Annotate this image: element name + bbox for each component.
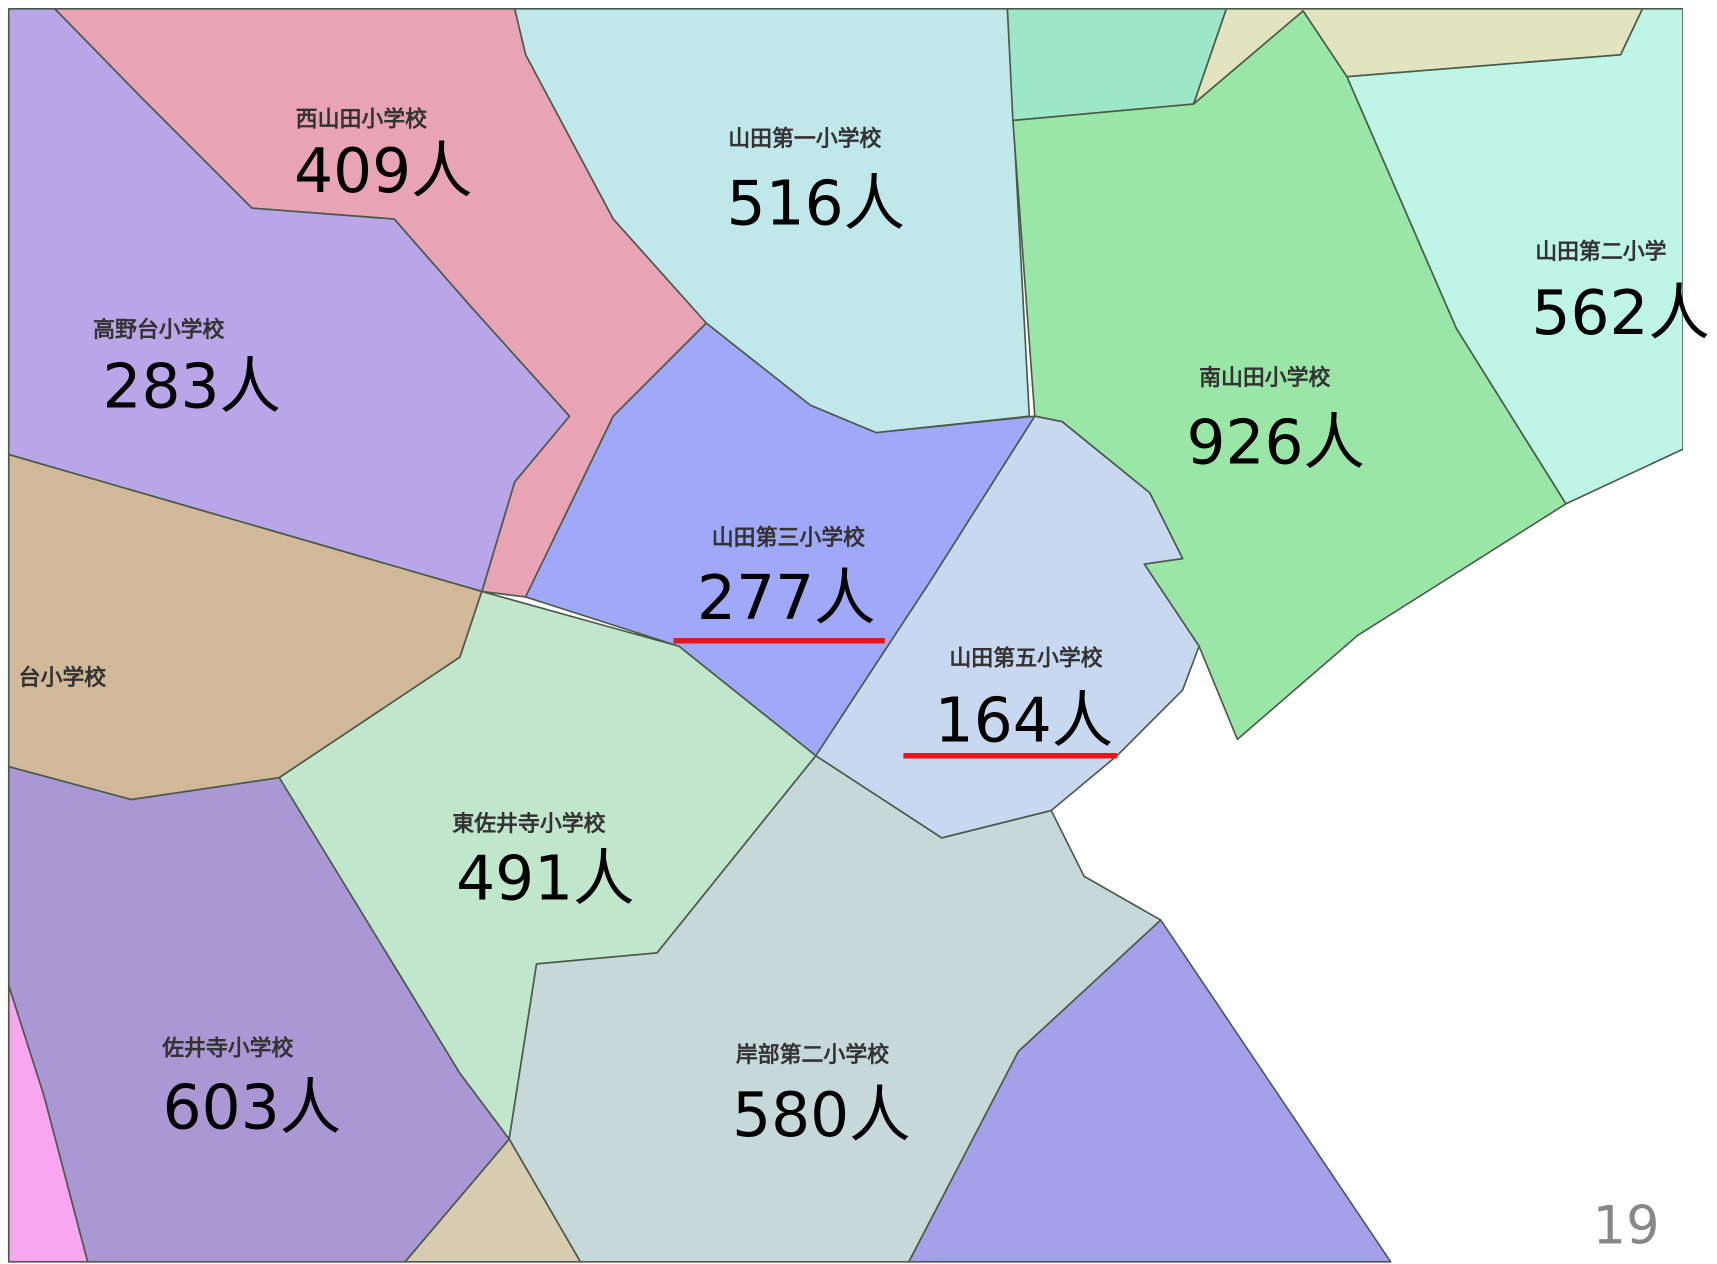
district-area	[404, 1138, 582, 1263]
student-count: 277人	[697, 563, 875, 634]
district-area	[7, 984, 89, 1263]
margin	[1683, 0, 1717, 1264]
district-name: 西山田小学校	[296, 106, 427, 132]
student-count: 283人	[102, 352, 280, 423]
student-count: 164人	[935, 686, 1113, 757]
student-count: 516人	[727, 169, 905, 240]
district-name: 佐井寺小学校	[161, 1035, 293, 1061]
student-count: 562人	[1531, 278, 1709, 349]
student-count: 409人	[294, 136, 472, 207]
student-count: 491人	[456, 843, 634, 914]
district-name: 東佐井寺小学校	[452, 811, 605, 837]
district-name: 山田第二小学	[1535, 239, 1666, 265]
district-name: 山田第一小学校	[728, 126, 881, 152]
student-count: 580人	[732, 1080, 910, 1151]
district-name: 山田第五小学校	[949, 645, 1102, 671]
student-count: 603人	[163, 1072, 341, 1143]
district-name: 山田第三小学校	[712, 525, 865, 551]
district-name: 岸部第二小学校	[736, 1042, 889, 1068]
district-name: 台小学校	[19, 665, 107, 691]
district-area	[908, 919, 1392, 1263]
labels: 西山田小学校 409人 山田第一小学校 516人 高野台小学校 283人 山田第…	[19, 106, 1710, 1151]
page-number: 19	[1593, 1196, 1660, 1257]
district-name: 高野台小学校	[93, 317, 224, 343]
student-count: 926人	[1187, 407, 1365, 478]
districts	[7, 7, 1684, 1263]
district-name: 南山田小学校	[1199, 365, 1330, 391]
